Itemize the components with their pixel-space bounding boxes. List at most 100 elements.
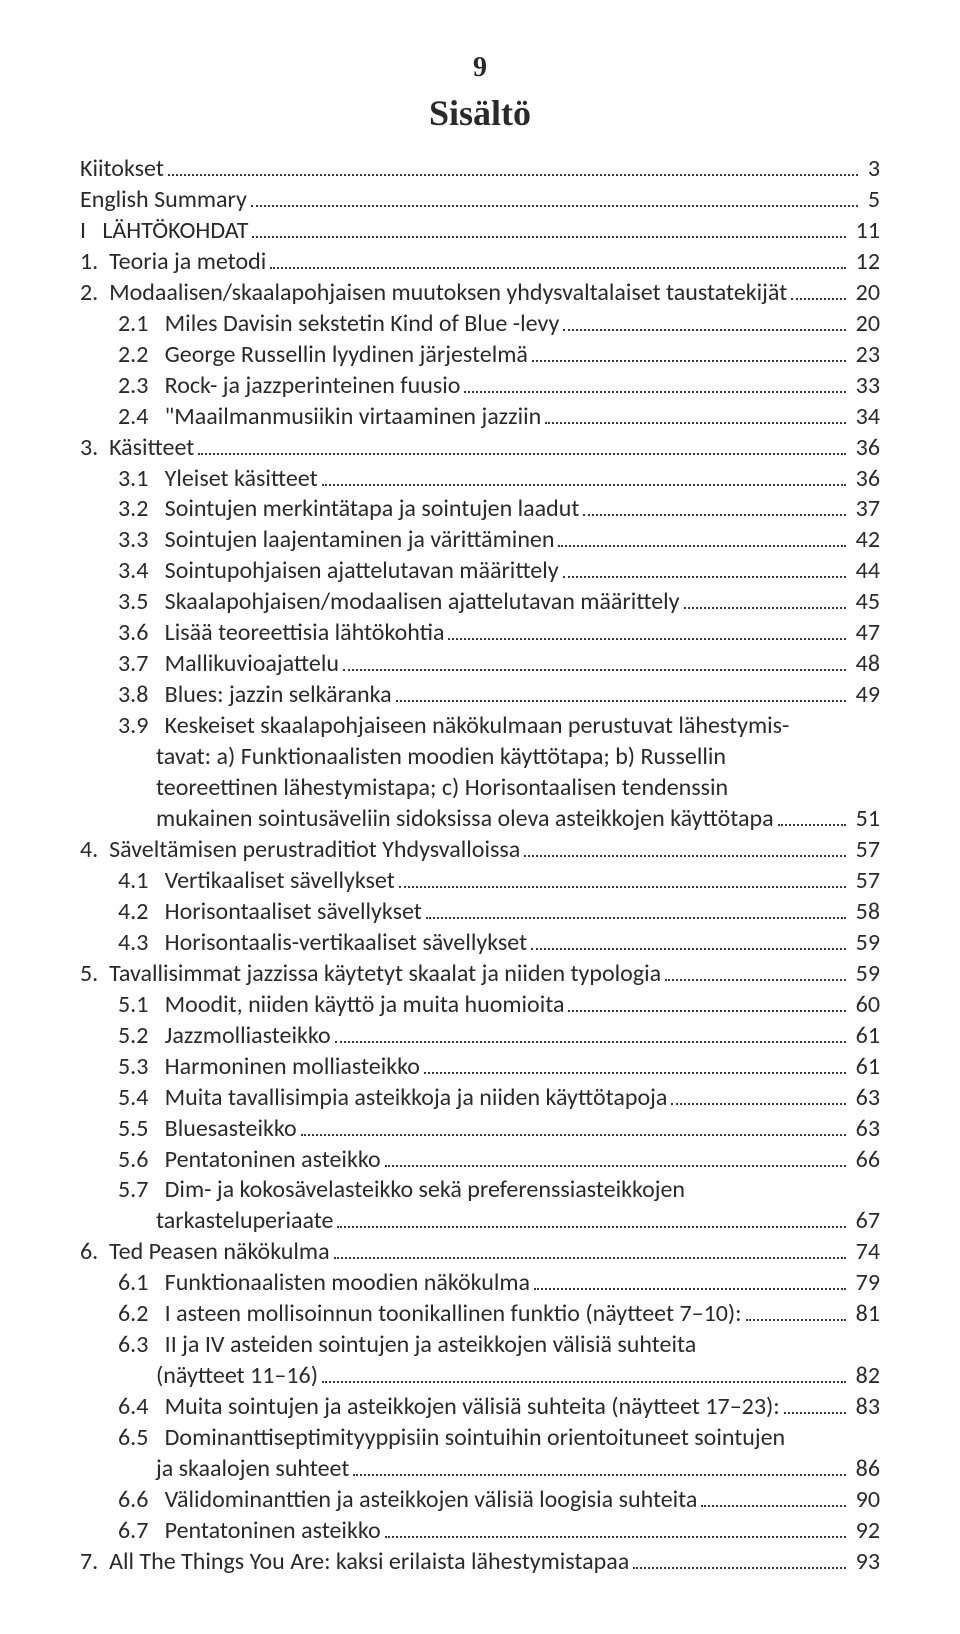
toc-leader [385,1151,847,1167]
toc-entry-page: 66 [850,1145,880,1176]
toc-entry: Kiitokset 3 [80,154,880,185]
toc-leader [396,687,847,703]
toc-entry: 3.3 Sointujen laajentaminen ja värittämi… [80,525,880,556]
toc-entry-page: 59 [850,959,880,990]
toc-entry: 3.8 Blues: jazzin selkäranka 49 [80,680,880,711]
toc-entry-page: 57 [850,835,880,866]
toc-entry-label: tarkasteluperiaate [156,1206,333,1237]
toc-entry-label: 5.7 Dim- ja kokosävelasteikko sekä prefe… [118,1175,685,1206]
toc-leader [746,1306,847,1322]
toc-entry-label: 4.3 Horisontaalis-vertikaaliset sävellyk… [118,928,527,959]
toc-entry: 6.5 Dominanttiseptimityyppisiin sointuih… [80,1423,880,1454]
toc-entry: 6.6 Välidominanttien ja asteikkojen väli… [80,1485,880,1516]
toc-leader [252,222,846,238]
toc-leader [665,965,846,981]
toc-leader [558,532,846,548]
toc-leader [335,1027,847,1043]
toc-entry-label: 5.5 Bluesasteikko [118,1114,297,1145]
toc-entry-label: Kiitokset [80,154,164,185]
toc-entry-label: 4.1 Vertikaaliset sävellykset [118,866,395,897]
toc-entry: 3.2 Sointujen merkintätapa ja sointujen … [80,494,880,525]
toc-leader [532,346,846,362]
toc-leader [353,1460,846,1476]
toc-entry-page: 37 [850,494,880,525]
toc-entry-page: 36 [850,464,880,495]
toc-entry-label: 2. Modaalisen/skaalapohjaisen muutoksen … [80,278,787,309]
toc-leader [337,1213,846,1229]
toc-entry: 5.7 Dim- ja kokosävelasteikko sekä prefe… [80,1175,880,1206]
toc-entry-page: 61 [850,1052,880,1083]
toc-entry-label: 7. All The Things You Are: kaksi erilais… [80,1547,629,1578]
toc-entry-label: 2.2 George Russellin lyydinen järjestelm… [118,340,528,371]
toc-entry-page: 11 [850,216,880,247]
toc-entry-label: 5.3 Harmoninen molliasteikko [118,1052,420,1083]
toc-entry-label: 6.6 Välidominanttien ja asteikkojen väli… [118,1485,697,1516]
toc-entry: 2.3 Rock- ja jazzperinteinen fuusio 33 [80,371,880,402]
toc-entry-label: 3. Käsitteet [80,433,194,464]
toc-leader [426,903,846,919]
toc-entry: English Summary 5 [80,185,880,216]
toc-entry-continuation: tavat: a) Funktionaalisten moodien käytt… [80,742,880,773]
toc-entry: 4.3 Horisontaalis-vertikaaliset sävellyk… [80,928,880,959]
toc-entry: 3.9 Keskeiset skaalapohjaiseen näkökulma… [80,711,880,742]
toc-entry-page: 36 [850,433,880,464]
toc-leader [251,191,859,207]
toc-entry-label: ja skaalojen suhteet [156,1454,349,1485]
toc-entry: 2.2 George Russellin lyydinen järjestelm… [80,340,880,371]
toc-entry-page: 83 [850,1392,880,1423]
toc-leader [343,656,846,672]
toc-entry-page: 57 [850,866,880,897]
toc-entry: 3.1 Yleiset käsitteet 36 [80,464,880,495]
toc-entry-label: 5.1 Moodit, niiden käyttö ja muita huomi… [118,990,564,1021]
toc-leader [534,1275,846,1291]
toc-heading: Sisältö [80,92,880,134]
toc-entry: 4.2 Horisontaaliset sävellykset 58 [80,897,880,928]
toc-entry-label: 6. Ted Peasen näkökulma [80,1237,330,1268]
toc-entry-page: 5 [862,185,880,216]
toc-entry-final: tarkasteluperiaate 67 [80,1206,880,1237]
toc-entry-final: mukainen sointusäveliin sidoksissa oleva… [80,804,880,835]
toc-entry: 6. Ted Peasen näkökulma 74 [80,1237,880,1268]
toc-entry-page: 44 [850,556,880,587]
toc-entry-page: 12 [850,247,880,278]
toc-leader [322,470,847,486]
toc-entry-label: 3.2 Sointujen merkintätapa ja sointujen … [118,494,579,525]
toc-entry-label: (näytteet 11–16) [156,1361,318,1392]
toc-entry-label: 6.5 Dominanttiseptimityyppisiin sointuih… [118,1423,785,1454]
toc-entry-label: 3.1 Yleiset käsitteet [118,464,318,495]
toc-leader [633,1553,846,1569]
toc-entry-page: 92 [850,1516,880,1547]
toc-entry-page: 51 [850,804,880,835]
toc-entry-page: 48 [850,649,880,680]
toc-entry: 4. Säveltämisen perustraditiot Yhdysvall… [80,835,880,866]
toc-entry-label: 6.7 Pentatoninen asteikko [118,1516,381,1547]
toc-entry-page: 60 [850,990,880,1021]
toc-leader [270,253,846,269]
toc-entry-page: 93 [850,1547,880,1578]
toc-entry-label: 6.2 I asteen mollisoinnun toonikallinen … [118,1299,742,1330]
toc-leader [671,1089,846,1105]
toc-leader [168,160,859,176]
toc-entry: 6.4 Muita sointujen ja asteikkojen välis… [80,1392,880,1423]
toc-entry-page: 58 [850,897,880,928]
toc-entry-page: 79 [850,1268,880,1299]
toc-entry: 5.6 Pentatoninen asteikko 66 [80,1145,880,1176]
toc-entry: 5.2 Jazzmolliasteikko 61 [80,1021,880,1052]
toc-entry-label: 2.3 Rock- ja jazzperinteinen fuusio [118,371,460,402]
toc-entry-page: 33 [850,371,880,402]
toc-entry-label: 5. Tavallisimmat jazzissa käytetyt skaal… [80,959,661,990]
toc-entry-page: 20 [850,309,880,340]
toc-entry-page: 63 [850,1083,880,1114]
toc-entry-page: 23 [850,340,880,371]
toc-entry: 7. All The Things You Are: kaksi erilais… [80,1547,880,1578]
toc-entry: 1. Teoria ja metodi 12 [80,247,880,278]
toc-entry-final: ja skaalojen suhteet 86 [80,1454,880,1485]
toc-entry: 2.4 "Maailmanmusiikin virtaaminen jazzii… [80,402,880,433]
toc-entry: 3.5 Skaalapohjaisen/modaalisen ajattelut… [80,587,880,618]
toc-entry-label: 6.3 II ja IV asteiden sointujen ja astei… [118,1330,696,1361]
toc-leader [531,934,846,950]
toc-entry-label: 3.9 Keskeiset skaalapohjaiseen näkökulma… [118,711,789,742]
toc-leader [198,439,846,455]
toc-entry-label: 6.4 Muita sointujen ja asteikkojen välis… [118,1392,780,1423]
toc-entry: 3. Käsitteet 36 [80,433,880,464]
